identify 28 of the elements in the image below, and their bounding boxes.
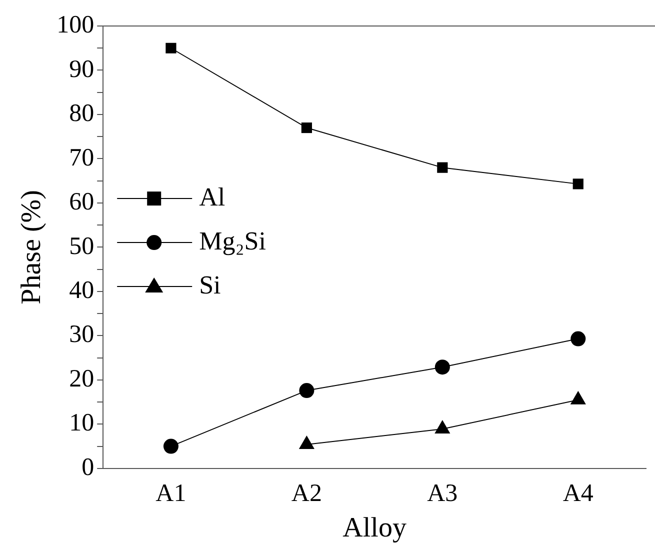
y-tick-label: 0 [82,454,94,481]
y-tick-label: 40 [69,277,94,304]
y-tick-label: 30 [69,321,94,348]
x-tick-label: A3 [427,480,458,507]
y-tick-label: 60 [69,188,94,216]
y-tick-label: 90 [69,56,94,83]
y-tick-label: 70 [69,144,94,172]
y-tick-label: 100 [56,12,94,39]
y-tick-label: 80 [69,100,94,128]
point [299,383,314,398]
x-axis-title: Alloy [342,512,406,544]
y-tick-label: 50 [69,232,94,260]
y-tick-label: 10 [69,410,94,437]
point [301,122,312,134]
point [570,331,586,346]
x-tick-label: A1 [156,480,186,507]
y-tick-label: 20 [69,365,94,392]
point [163,438,178,454]
x-tick-label: A2 [291,480,322,507]
point [572,178,584,190]
point [166,42,176,54]
y-axis-title: Phase (%) [16,190,48,304]
legend-label: Mg₂Si [199,226,266,256]
legend-label: Al [199,182,226,212]
legend-label: Si [199,270,221,300]
point [434,360,450,375]
x-tick-label: A4 [562,480,594,507]
point [437,162,448,173]
